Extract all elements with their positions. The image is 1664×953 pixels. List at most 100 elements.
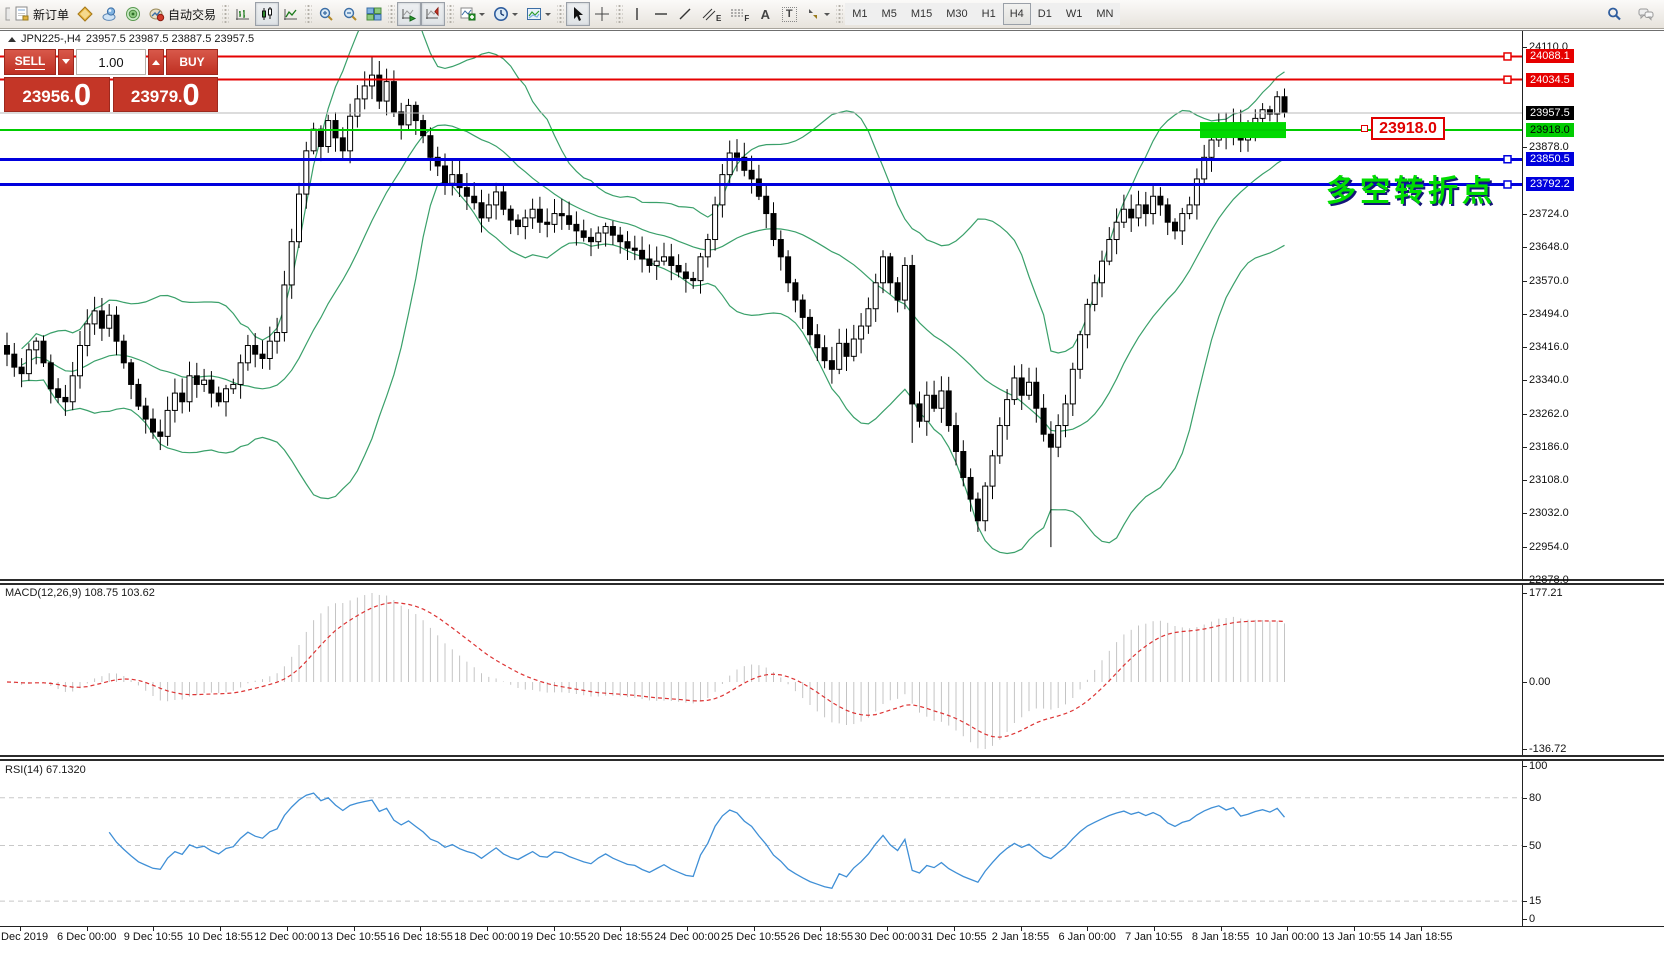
candle-body — [675, 264, 682, 273]
timeframe-h1-button[interactable]: H1 — [974, 3, 1003, 25]
timeframe-m30-button[interactable]: M30 — [939, 3, 975, 25]
toolbar-group-handle[interactable] — [616, 4, 624, 24]
volume-increase-button[interactable] — [148, 49, 164, 75]
candle-body — [974, 498, 981, 522]
fibonacci-tool-button[interactable]: F — [725, 2, 753, 26]
terminal-button[interactable] — [97, 2, 121, 26]
pane-separator[interactable] — [0, 755, 1664, 761]
line-endpoint-marker[interactable] — [1503, 52, 1512, 61]
toolbar-group-handle[interactable] — [388, 4, 396, 24]
candle-body — [938, 390, 945, 409]
arrows-tool-button[interactable] — [801, 2, 834, 26]
price-tag-anchor-marker[interactable] — [1361, 125, 1368, 132]
toolbar-group-handle[interactable] — [836, 4, 844, 24]
vertical-line-tool-button[interactable] — [625, 2, 649, 26]
price-tick-mark — [1522, 446, 1527, 448]
price-level-tag[interactable]: 23918.0 — [1371, 117, 1445, 140]
market-watch-button[interactable] — [73, 2, 97, 26]
candle-body — [704, 239, 711, 258]
cursor-tool-button[interactable] — [566, 2, 591, 26]
candle-body — [807, 316, 813, 336]
candle-body — [1099, 260, 1105, 284]
indicators-button[interactable] — [456, 2, 489, 26]
chat-button[interactable] — [1634, 2, 1658, 26]
templates-button[interactable] — [522, 2, 555, 26]
timeframe-h4-button[interactable]: H4 — [1002, 3, 1031, 25]
candle-body — [894, 282, 901, 301]
candle-body — [865, 308, 872, 327]
time-axis-label: 9 Dec 10:55 — [123, 931, 184, 943]
new-order-button[interactable]: 新订单 — [10, 2, 73, 26]
line-endpoint-marker[interactable] — [1503, 155, 1512, 164]
rsi-line — [108, 792, 1286, 890]
line-endpoint-marker[interactable] — [1503, 75, 1512, 84]
zoom-in-button[interactable] — [314, 2, 338, 26]
toolbar-group-handle[interactable] — [305, 4, 313, 24]
candle-body — [40, 340, 47, 364]
crosshair-tool-button[interactable] — [590, 2, 614, 26]
text-tool-icon: A — [760, 6, 770, 22]
search-icon — [1606, 6, 1622, 22]
line-endpoint-marker[interactable] — [1503, 180, 1512, 189]
candle-body — [142, 405, 149, 420]
candle-body — [252, 345, 259, 355]
price-tick-label: 23494.0 — [1529, 307, 1569, 320]
zoom-in-icon — [318, 6, 334, 22]
timeframe-mn-button[interactable]: MN — [1089, 3, 1121, 25]
text-label-tool-button[interactable]: T — [777, 2, 801, 26]
macd-axis-label: -136.72 — [1529, 743, 1567, 755]
trendline-tool-button[interactable] — [673, 2, 697, 26]
timeframe-w1-button[interactable]: W1 — [1058, 3, 1090, 25]
volume-input[interactable]: 1.00 — [76, 49, 146, 75]
bar-chart-button[interactable] — [231, 2, 255, 26]
buy-price[interactable]: 23979. 0 — [112, 77, 218, 112]
candle-body — [770, 213, 777, 241]
candle-body — [515, 219, 521, 228]
candle-body — [1128, 208, 1135, 219]
horizontal-line-tool-button[interactable] — [649, 2, 673, 26]
chart-canvas[interactable] — [0, 0, 1522, 926]
volume-decrease-button[interactable] — [58, 49, 74, 75]
time-tick-mark — [286, 927, 288, 931]
candle-body — [1172, 221, 1178, 232]
candle-body — [719, 174, 726, 206]
toolbar-group-handle[interactable] — [557, 4, 565, 24]
candle-body — [588, 236, 594, 243]
buy-button[interactable]: BUY — [166, 49, 218, 75]
autotrading-button[interactable]: 自动交易 — [145, 2, 220, 26]
toolbar-group-handle[interactable] — [222, 4, 230, 24]
toolbar-group-handle[interactable] — [447, 4, 455, 24]
collapse-triangle-icon[interactable] — [8, 33, 16, 42]
candle-body — [135, 383, 142, 407]
periods-button[interactable] — [489, 2, 522, 26]
sell-button[interactable]: SELL — [4, 49, 56, 75]
zoom-out-button[interactable] — [338, 2, 362, 26]
time-tick-mark — [887, 927, 889, 931]
time-tick-mark — [553, 927, 555, 931]
channel-tool-button[interactable]: E — [697, 2, 725, 26]
timeframe-m1-button[interactable]: M1 — [845, 3, 875, 25]
timeframe-d1-button[interactable]: D1 — [1030, 3, 1059, 25]
auto-scroll-button[interactable] — [397, 2, 422, 26]
timeframe-m5-button[interactable]: M5 — [874, 3, 904, 25]
tile-windows-button[interactable] — [362, 2, 386, 26]
turning-point-annotation[interactable]: 多空转折点 — [1326, 175, 1496, 208]
timeframe-m15-button[interactable]: M15 — [903, 3, 940, 25]
text-tool-button[interactable]: A — [753, 2, 777, 26]
candlestick-chart-button[interactable] — [255, 2, 280, 26]
candle-body — [1018, 377, 1025, 396]
fibonacci-icon — [729, 6, 745, 22]
candle-body — [120, 340, 127, 364]
line-chart-button[interactable] — [279, 2, 303, 26]
chart-shift-button[interactable] — [421, 2, 446, 26]
signals-button[interactable] — [121, 2, 145, 26]
price-tick-label: 23416.0 — [1529, 341, 1569, 354]
price-axis[interactable]: 24110.0 23878.0 23724.0 23648.0 23570.0 23494… — [1522, 31, 1664, 926]
candle-body — [690, 277, 697, 282]
candle-body — [456, 174, 463, 189]
search-button[interactable] — [1602, 2, 1626, 26]
time-axis-label: 12 Dec 00:00 — [254, 931, 320, 943]
sell-price[interactable]: 23956. 0 — [4, 77, 110, 112]
pane-separator[interactable] — [0, 579, 1664, 585]
